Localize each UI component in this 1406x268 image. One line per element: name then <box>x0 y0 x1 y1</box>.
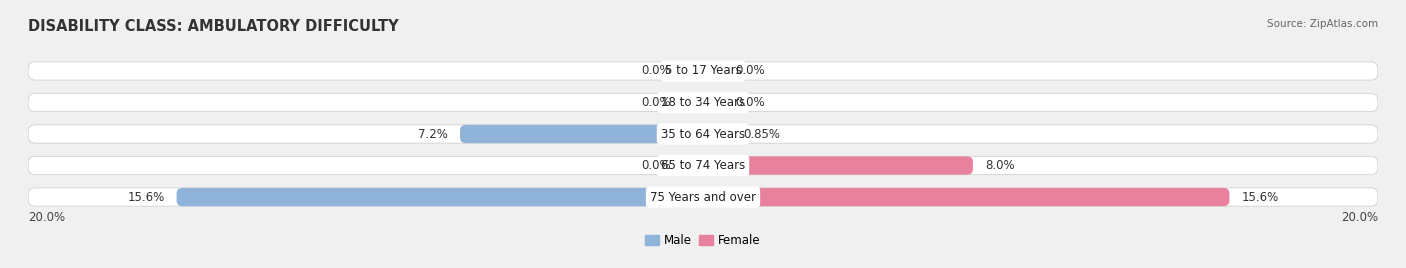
FancyBboxPatch shape <box>28 125 1378 143</box>
FancyBboxPatch shape <box>28 93 1378 111</box>
Text: 0.0%: 0.0% <box>641 96 671 109</box>
FancyBboxPatch shape <box>28 157 1378 175</box>
Text: 5 to 17 Years: 5 to 17 Years <box>665 64 741 77</box>
Text: 15.6%: 15.6% <box>1241 191 1278 204</box>
FancyBboxPatch shape <box>703 93 723 111</box>
Text: 18 to 34 Years: 18 to 34 Years <box>661 96 745 109</box>
Text: 75 Years and over: 75 Years and over <box>650 191 756 204</box>
FancyBboxPatch shape <box>703 157 973 175</box>
Text: 8.0%: 8.0% <box>984 159 1014 172</box>
Text: 65 to 74 Years: 65 to 74 Years <box>661 159 745 172</box>
FancyBboxPatch shape <box>703 188 1229 206</box>
FancyBboxPatch shape <box>177 188 703 206</box>
Text: 0.0%: 0.0% <box>735 96 765 109</box>
Text: DISABILITY CLASS: AMBULATORY DIFFICULTY: DISABILITY CLASS: AMBULATORY DIFFICULTY <box>28 19 399 34</box>
FancyBboxPatch shape <box>460 125 703 143</box>
Text: 15.6%: 15.6% <box>128 191 165 204</box>
Text: 35 to 64 Years: 35 to 64 Years <box>661 128 745 140</box>
FancyBboxPatch shape <box>703 62 723 80</box>
Text: 0.85%: 0.85% <box>744 128 780 140</box>
Text: Source: ZipAtlas.com: Source: ZipAtlas.com <box>1267 19 1378 29</box>
Legend: Male, Female: Male, Female <box>641 229 765 252</box>
FancyBboxPatch shape <box>703 125 731 143</box>
Text: 0.0%: 0.0% <box>641 64 671 77</box>
Text: 0.0%: 0.0% <box>735 64 765 77</box>
Text: 0.0%: 0.0% <box>641 159 671 172</box>
Text: 7.2%: 7.2% <box>419 128 449 140</box>
Text: 20.0%: 20.0% <box>28 211 65 224</box>
FancyBboxPatch shape <box>683 93 703 111</box>
Text: 20.0%: 20.0% <box>1341 211 1378 224</box>
FancyBboxPatch shape <box>28 62 1378 80</box>
FancyBboxPatch shape <box>28 188 1378 206</box>
FancyBboxPatch shape <box>683 62 703 80</box>
FancyBboxPatch shape <box>683 157 703 175</box>
